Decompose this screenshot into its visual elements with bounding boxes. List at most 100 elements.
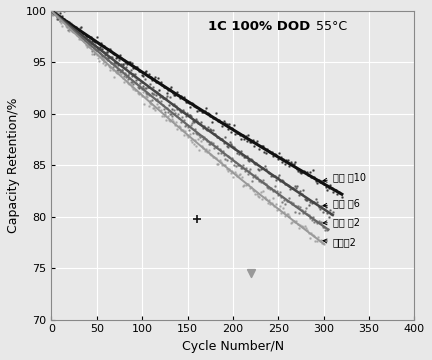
- Point: [263, 166, 270, 171]
- Point: [55, 14, 62, 19]
- Point: [189, 118, 196, 124]
- Point: [140, 85, 146, 91]
- Point: [309, 232, 316, 238]
- Point: [282, 161, 289, 166]
- Point: [133, 77, 140, 82]
- Point: [201, 148, 208, 154]
- Point: [149, 77, 156, 83]
- Point: [134, 64, 141, 69]
- Point: [318, 178, 325, 184]
- Point: [163, 117, 170, 122]
- Point: [321, 202, 328, 208]
- Point: [90, 44, 97, 49]
- Point: [311, 219, 318, 225]
- Point: [87, 39, 94, 45]
- Point: [317, 220, 324, 226]
- Point: [204, 149, 211, 154]
- Point: [179, 95, 186, 101]
- Point: [248, 184, 254, 190]
- Point: [190, 101, 197, 107]
- Point: [220, 140, 227, 146]
- Point: [64, 23, 71, 29]
- Point: [130, 71, 137, 77]
- Point: [223, 121, 230, 127]
- Point: [279, 205, 286, 211]
- Point: [78, 32, 85, 38]
- Point: [183, 122, 190, 127]
- Point: [195, 120, 202, 126]
- Point: [220, 152, 227, 158]
- Point: [263, 150, 270, 156]
- Point: [283, 181, 289, 186]
- Point: [216, 136, 223, 141]
- Point: [65, 19, 72, 25]
- Point: [292, 185, 299, 191]
- Point: [309, 167, 316, 173]
- Point: [157, 94, 164, 100]
- Text: 1C 100% DOD: 1C 100% DOD: [207, 20, 310, 33]
- Point: [75, 30, 82, 35]
- Point: [280, 156, 287, 161]
- Point: [291, 183, 298, 189]
- Point: [112, 69, 119, 75]
- Point: [245, 168, 252, 174]
- Point: [321, 181, 328, 187]
- Point: [206, 141, 213, 147]
- Point: [75, 36, 82, 42]
- Point: [118, 71, 124, 76]
- Point: [105, 55, 111, 60]
- Point: [294, 203, 301, 209]
- Point: [68, 27, 75, 32]
- Point: [251, 143, 258, 149]
- Point: [138, 79, 145, 85]
- Point: [126, 70, 133, 76]
- Point: [214, 118, 221, 124]
- Point: [90, 38, 97, 44]
- Point: [310, 199, 317, 204]
- Point: [254, 175, 261, 180]
- Point: [311, 174, 318, 180]
- Point: [122, 71, 129, 76]
- Point: [329, 209, 336, 215]
- Point: [236, 151, 243, 157]
- Point: [89, 38, 96, 44]
- Point: [137, 85, 144, 90]
- Point: [72, 28, 79, 34]
- Point: [156, 91, 162, 96]
- Point: [218, 159, 225, 165]
- Point: [55, 13, 62, 18]
- Point: [246, 158, 253, 164]
- Point: [203, 127, 210, 133]
- Point: [230, 144, 237, 149]
- Point: [73, 30, 80, 35]
- Point: [283, 198, 290, 204]
- Point: [70, 24, 77, 30]
- Point: [168, 84, 175, 90]
- Text: 实施 例10: 实施 例10: [323, 173, 366, 183]
- Point: [152, 107, 159, 113]
- Point: [233, 131, 240, 136]
- Point: [297, 204, 304, 210]
- Point: [80, 30, 87, 36]
- Point: [226, 139, 233, 145]
- Point: [144, 91, 151, 97]
- Point: [205, 147, 212, 153]
- Point: [261, 149, 268, 155]
- Point: [268, 149, 275, 155]
- Point: [308, 217, 315, 223]
- Point: [314, 199, 321, 205]
- Point: [197, 139, 204, 144]
- Point: [127, 59, 133, 64]
- Point: [60, 8, 67, 14]
- Point: [167, 94, 174, 100]
- Point: [235, 148, 241, 154]
- Point: [160, 95, 167, 101]
- Point: [277, 178, 284, 184]
- Point: [155, 76, 162, 81]
- Point: [229, 125, 236, 131]
- Point: [190, 141, 197, 147]
- Point: [58, 15, 65, 21]
- Point: [137, 69, 144, 75]
- Point: [141, 77, 148, 82]
- Point: [48, 7, 55, 13]
